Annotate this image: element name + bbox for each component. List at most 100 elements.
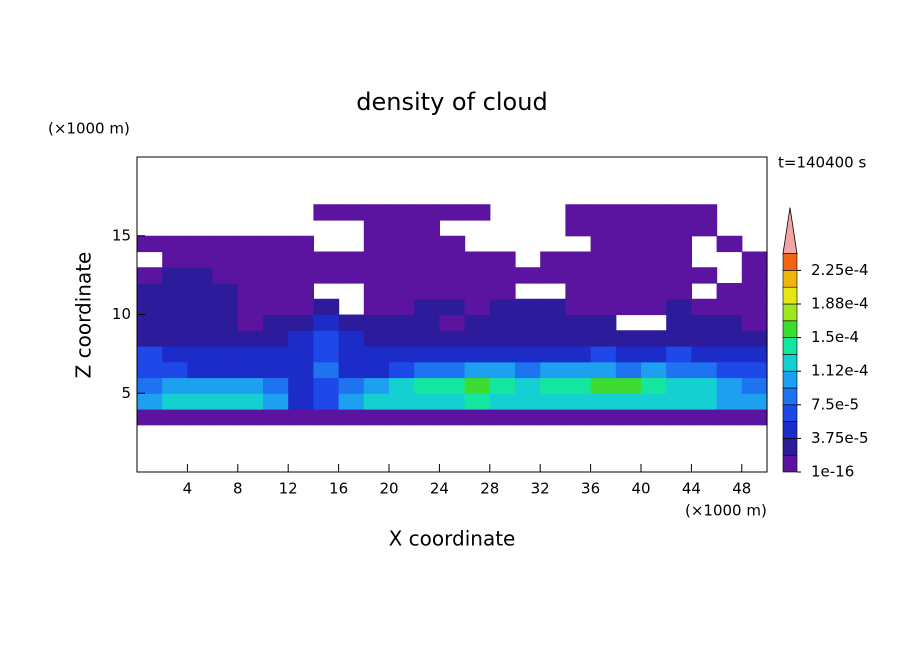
contour-cell <box>137 283 163 300</box>
colorbar-tick-label: 1.5e-4 <box>811 328 859 346</box>
contour-cell <box>263 283 289 300</box>
contour-cell <box>590 204 617 221</box>
colorbar-tick-label: 7.5e-5 <box>811 395 859 413</box>
contour-cell <box>464 330 491 347</box>
contour-cell <box>615 409 642 426</box>
colorbar-box <box>782 404 798 422</box>
contour-cell <box>263 377 289 394</box>
contour-cell <box>237 361 264 379</box>
contour-cell <box>288 267 314 284</box>
contour-cell <box>389 346 415 363</box>
contour-cell <box>691 409 718 426</box>
contour-cell <box>187 235 214 253</box>
contour-cell <box>414 267 440 284</box>
contour-cell <box>565 204 592 221</box>
contour-cell <box>162 283 188 300</box>
contour-cell <box>464 377 491 394</box>
contour-cell <box>741 283 768 300</box>
contour-cell <box>666 346 692 363</box>
contour-cell <box>439 314 466 331</box>
contour-cell <box>464 346 491 363</box>
contour-cell <box>389 314 415 331</box>
contour-cell <box>439 251 466 268</box>
contour-cell <box>741 361 768 379</box>
contour-cell <box>414 346 440 363</box>
x-tick-label: 44 <box>682 480 701 498</box>
contour-cell <box>489 298 516 316</box>
x-axis-label: X coordinate <box>389 527 516 551</box>
contour-cell <box>212 235 239 253</box>
x-unit: (×1000 m) <box>685 502 767 520</box>
contour-cell <box>338 251 365 268</box>
contour-cell <box>414 361 440 379</box>
contour-cell <box>414 330 440 347</box>
contour-cell <box>363 220 390 237</box>
contour-cell <box>515 361 541 379</box>
contour-cell <box>439 409 466 426</box>
contour-cell <box>389 235 415 253</box>
contour-cell <box>439 235 466 253</box>
contour-cell <box>363 346 390 363</box>
contour-cell <box>691 220 718 237</box>
contour-cell <box>187 251 214 268</box>
contour-cell <box>615 346 642 363</box>
contour-cell <box>338 361 365 379</box>
contour-cell <box>464 409 491 426</box>
colorbar-box <box>782 454 798 473</box>
contour-cell <box>641 251 667 268</box>
contour-cell <box>263 235 289 253</box>
contour-cell <box>540 346 566 363</box>
contour-cell <box>363 298 390 316</box>
x-tick-label: 24 <box>430 480 449 498</box>
contour-cell <box>716 393 743 410</box>
contour-cell <box>565 298 592 316</box>
contour-cell <box>565 314 592 331</box>
contour-cell <box>288 251 314 268</box>
contour-cell <box>540 267 566 284</box>
colorbar-tick-label: 1.12e-4 <box>811 362 869 380</box>
contour-cell <box>439 346 466 363</box>
contour-cell <box>414 235 440 253</box>
contour-cell <box>162 409 188 426</box>
contour-cell <box>666 283 692 300</box>
y-tick-label: 15 <box>112 226 131 244</box>
contour-cell <box>162 393 188 410</box>
contour-cell <box>162 330 188 347</box>
contour-cell <box>212 298 239 316</box>
contour-cell <box>338 393 365 410</box>
contour-cell <box>137 314 163 331</box>
contour-cell <box>489 393 516 410</box>
contour-cell <box>641 330 667 347</box>
contour-cell <box>590 346 617 363</box>
contour-cell <box>540 314 566 331</box>
contour-cell <box>237 298 264 316</box>
contour-cell <box>590 409 617 426</box>
contour-cell <box>666 204 692 221</box>
contour-cell <box>313 204 340 221</box>
contour-cell <box>187 330 214 347</box>
contour-cell <box>389 377 415 394</box>
contour-cell <box>263 409 289 426</box>
contour-cell <box>666 298 692 316</box>
contour-cell <box>414 314 440 331</box>
contour-cell <box>565 409 592 426</box>
contour-cell <box>716 409 743 426</box>
contour-cell <box>641 204 667 221</box>
x-tick-label: 36 <box>581 480 600 498</box>
colorbar-tick-label: 1.88e-4 <box>811 295 869 313</box>
contour-cell <box>565 346 592 363</box>
contour-cell <box>414 377 440 394</box>
contour-cell <box>212 283 239 300</box>
contour-cell <box>212 267 239 284</box>
contour-cell <box>716 330 743 347</box>
contour-cell <box>389 393 415 410</box>
contour-cell <box>741 346 768 363</box>
contour-cell <box>716 235 743 253</box>
contour-cell <box>162 235 188 253</box>
contour-cell <box>313 330 340 347</box>
contour-cell <box>615 267 642 284</box>
x-tick-label: 28 <box>480 480 499 498</box>
contour-cell <box>590 298 617 316</box>
contour-cell <box>641 283 667 300</box>
contour-cell <box>666 377 692 394</box>
